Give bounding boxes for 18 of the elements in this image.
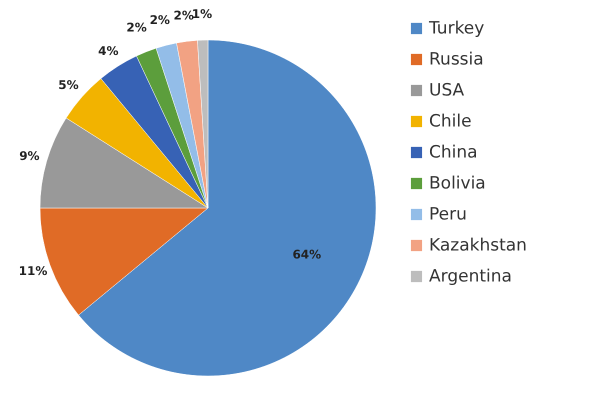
legend-label: USA [429,80,465,100]
legend-label: Russia [429,50,484,70]
legend-label: Bolivia [429,174,486,194]
legend-label: Peru [429,204,467,224]
legend-label: Chile [429,112,472,132]
data-label: 9% [19,149,40,164]
data-label: 1% [192,7,212,22]
legend-label: Argentina [429,266,512,286]
data-label: 2% [174,8,194,23]
legend-label: Turkey [428,18,484,38]
data-label: 2% [126,20,147,35]
legend-label: China [429,142,478,162]
data-label: 64% [292,247,322,262]
data-label: 4% [98,44,119,58]
data-label: 2% [150,13,170,28]
data-label: 11% [18,264,48,278]
legend-label: Kazakhstan [429,236,527,256]
data-label: 5% [58,78,79,92]
